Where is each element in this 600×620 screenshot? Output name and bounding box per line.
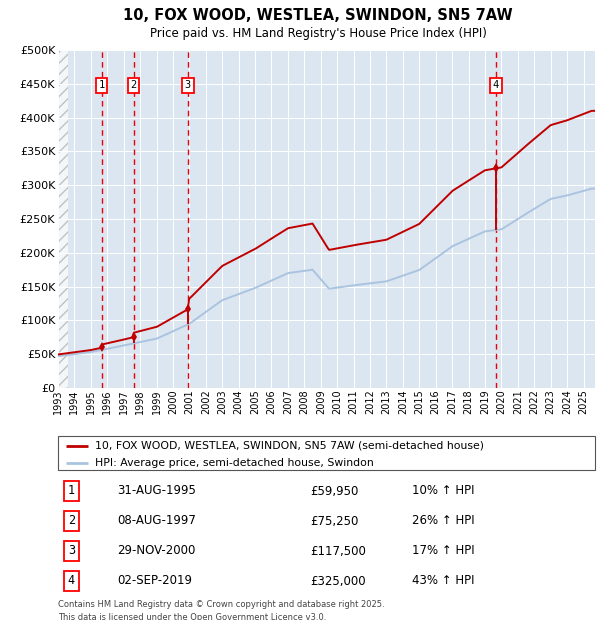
Text: 1: 1 [98,80,105,90]
Text: 3: 3 [185,80,191,90]
Text: 2: 2 [130,80,137,90]
Text: Price paid vs. HM Land Registry's House Price Index (HPI): Price paid vs. HM Land Registry's House … [149,27,487,40]
Text: 2: 2 [68,515,75,528]
Text: This data is licensed under the Open Government Licence v3.0.: This data is licensed under the Open Gov… [58,613,326,620]
Text: 02-SEP-2019: 02-SEP-2019 [117,575,192,588]
Text: 43% ↑ HPI: 43% ↑ HPI [412,575,475,588]
Text: 10, FOX WOOD, WESTLEA, SWINDON, SN5 7AW (semi-detached house): 10, FOX WOOD, WESTLEA, SWINDON, SN5 7AW … [95,441,484,451]
Text: £75,250: £75,250 [310,515,359,528]
Text: 10, FOX WOOD, WESTLEA, SWINDON, SN5 7AW: 10, FOX WOOD, WESTLEA, SWINDON, SN5 7AW [123,7,513,22]
Text: £325,000: £325,000 [310,575,366,588]
Text: 08-AUG-1997: 08-AUG-1997 [117,515,196,528]
Text: 17% ↑ HPI: 17% ↑ HPI [412,544,475,557]
Text: 26% ↑ HPI: 26% ↑ HPI [412,515,475,528]
Text: 31-AUG-1995: 31-AUG-1995 [117,484,196,497]
Text: £117,500: £117,500 [310,544,366,557]
Text: £59,950: £59,950 [310,484,359,497]
Text: HPI: Average price, semi-detached house, Swindon: HPI: Average price, semi-detached house,… [95,458,373,467]
Text: 1: 1 [68,484,75,497]
Text: 29-NOV-2000: 29-NOV-2000 [117,544,196,557]
Text: Contains HM Land Registry data © Crown copyright and database right 2025.: Contains HM Land Registry data © Crown c… [58,600,385,609]
Text: 4: 4 [68,575,75,588]
Text: 10% ↑ HPI: 10% ↑ HPI [412,484,475,497]
Text: 3: 3 [68,544,75,557]
Text: 4: 4 [493,80,499,90]
